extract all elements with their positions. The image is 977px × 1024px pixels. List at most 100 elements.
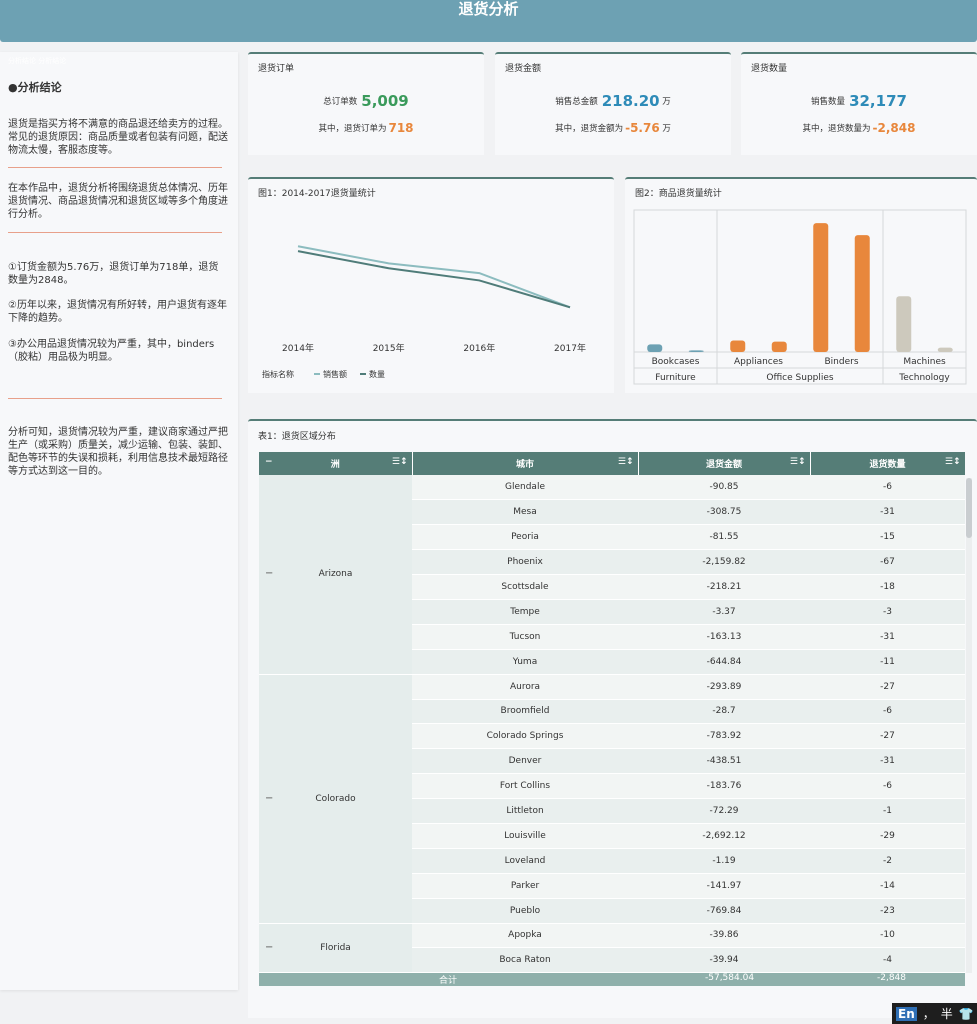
table-row[interactable]: − Florida Apopka -39.86 -10 <box>259 923 965 974</box>
qty-cell: -23 <box>810 898 965 924</box>
qty-cell: -11 <box>810 649 965 675</box>
sort-icon[interactable]: ☰↕ <box>391 457 408 467</box>
qty-cell: -29 <box>810 823 965 849</box>
qty-cell: -10 <box>810 923 965 949</box>
bar-bookcases[interactable] <box>647 344 663 352</box>
table-row[interactable]: Yuma -644.84 -11 <box>259 649 965 675</box>
qty-cell: -31 <box>810 624 965 650</box>
total-amount: -57,584.04 <box>705 973 755 983</box>
table-row[interactable]: Fort Collins -183.76 -6 <box>259 773 965 800</box>
sidebar-divider <box>8 398 222 399</box>
table-row[interactable]: Scottsdale -218.21 -18 <box>259 574 965 600</box>
shirt-icon[interactable]: 👕 <box>958 1006 974 1021</box>
amount-cell: -293.89 <box>638 674 810 700</box>
kpi-value: -2,848 <box>872 121 916 135</box>
scrollbar-thumb[interactable] <box>966 478 972 538</box>
city-cell: Pueblo <box>412 898 638 924</box>
city-cell: Scottsdale <box>412 574 638 600</box>
bar-machines[interactable] <box>896 296 912 352</box>
table-row[interactable]: Loveland -1.19 -2 <box>259 848 965 874</box>
sidebar-paragraph-4: ②历年以来，退货情况有所好转，用户退货有逐年下降的趋势。 <box>8 300 227 324</box>
sort-icon[interactable]: ☰↕ <box>789 457 806 467</box>
header-city[interactable]: 城市 ☰↕ <box>412 452 639 475</box>
collapse-icon[interactable]: − <box>265 568 274 580</box>
category-label: Binders <box>824 357 858 367</box>
city-cell: Loveland <box>412 848 638 874</box>
kpi-line-total: 销售总金额 218.20 万 <box>495 92 731 110</box>
city-cell: Denver <box>412 748 638 775</box>
city-cell: Aurora <box>412 674 638 700</box>
bar-appliances[interactable] <box>730 340 746 352</box>
bar-art[interactable] <box>771 341 787 352</box>
table-row[interactable]: − Arizona Glendale -90.85 -6 <box>259 475 965 675</box>
table-row[interactable]: Mesa -308.75 -31 <box>259 499 965 526</box>
amount-cell: -81.55 <box>638 524 810 551</box>
x-tick-label: 2017年 <box>554 342 586 354</box>
qty-cell: -6 <box>810 475 965 501</box>
qty-cell: -6 <box>810 699 965 725</box>
qty-cell: -6 <box>810 773 965 800</box>
header-qty[interactable]: 退货数量 ☰↕ <box>810 452 965 475</box>
city-cell: Louisville <box>412 823 638 849</box>
kpi-unit: 万 <box>662 97 671 107</box>
legend-item[interactable]: 数量 <box>369 369 385 379</box>
qty-cell: -31 <box>810 748 965 775</box>
bar-chairs[interactable] <box>688 350 704 352</box>
ime-indicator[interactable]: En ， 半 👕 <box>892 1003 977 1024</box>
table-row[interactable]: Parker -141.97 -14 <box>259 873 965 899</box>
kpi-card-orders: 退货订单 总订单数 5,009 其中，退货订单为 718 <box>248 52 484 155</box>
sidebar-tiny-label: 分析结论 分析结论 <box>8 57 67 65</box>
city-cell: Broomfield <box>412 699 638 725</box>
kpi-value: 5,009 <box>361 92 409 110</box>
bar-chart: Furniture Office Supplies Technology Bookca… <box>633 209 967 385</box>
kpi-label: 销售数量 <box>811 97 846 107</box>
header-state[interactable]: − 洲 ☰↕ <box>259 452 413 475</box>
legend-item[interactable]: 销售额 <box>323 369 347 379</box>
legend-title: 指标名称 <box>262 369 294 379</box>
ime-mode[interactable]: En <box>896 1006 917 1021</box>
amount-cell: -644.84 <box>638 649 810 675</box>
table-scrollbar[interactable] <box>966 478 972 973</box>
kpi-value: 32,177 <box>849 92 907 110</box>
qty-cell: -15 <box>810 524 965 551</box>
kpi-line-return: 其中，退货金额为 -5.76 万 <box>495 121 731 135</box>
sort-icon[interactable]: ☰↕ <box>617 457 634 467</box>
bar-binders[interactable] <box>813 223 829 352</box>
state-cell: − Colorado <box>259 674 412 924</box>
collapse-all-icon[interactable]: − <box>265 457 273 467</box>
sort-icon[interactable]: ☰↕ <box>944 457 961 467</box>
line-series-2 <box>297 250 571 309</box>
ime-punct[interactable]: ， <box>922 1007 935 1021</box>
table-row[interactable]: Denver -438.51 -31 <box>259 748 965 775</box>
table-row[interactable]: Louisville -2,692.12 -29 <box>259 823 965 849</box>
collapse-icon[interactable]: − <box>265 792 274 804</box>
table-row[interactable]: Tempe -3.37 -3 <box>259 599 965 625</box>
header-bar: 退货分析 <box>0 0 977 42</box>
header-amount[interactable]: 退货金额 ☰↕ <box>638 452 811 475</box>
state-name: Colorado <box>315 793 356 804</box>
table-row[interactable]: Broomfield -28.7 -6 <box>259 699 965 725</box>
bar-envelopes[interactable] <box>854 235 870 352</box>
ime-width[interactable]: 半 <box>940 1007 953 1021</box>
table-row[interactable]: Colorado Springs -783.92 -27 <box>259 723 965 750</box>
chart-title: 图1：2014-2017退货量统计 <box>258 189 376 199</box>
table-row[interactable]: Phoenix -2,159.82 -67 <box>259 549 965 576</box>
table-row[interactable]: Pueblo -769.84 -23 <box>259 898 965 924</box>
sidebar-divider <box>8 232 222 233</box>
state-name: Florida <box>320 942 351 953</box>
kpi-label: 总订单数 <box>323 97 358 107</box>
city-cell: Parker <box>412 873 638 899</box>
table-row[interactable]: Peoria -81.55 -15 <box>259 524 965 551</box>
table-row[interactable]: Tucson -163.13 -31 <box>259 624 965 650</box>
table-row[interactable]: − Colorado Aurora -293.89 -27 <box>259 674 965 924</box>
group-label: Office Supplies <box>766 373 834 383</box>
table-row[interactable]: Littleton -72.29 -1 <box>259 798 965 824</box>
bar-accessories[interactable] <box>937 347 953 352</box>
kpi-line-total: 总订单数 5,009 <box>248 92 484 110</box>
line-chart-card: 图1：2014-2017退货量统计 2014年 2015年 2016年 2017年 指标… <box>248 177 614 393</box>
kpi-line-return: 其中，退货数量为 -2,848 <box>741 121 977 135</box>
qty-cell: -4 <box>810 947 965 974</box>
collapse-icon[interactable]: − <box>265 941 274 953</box>
table-row[interactable]: Boca Raton -39.94 -4 <box>259 947 965 974</box>
city-cell: Tucson <box>412 624 638 650</box>
